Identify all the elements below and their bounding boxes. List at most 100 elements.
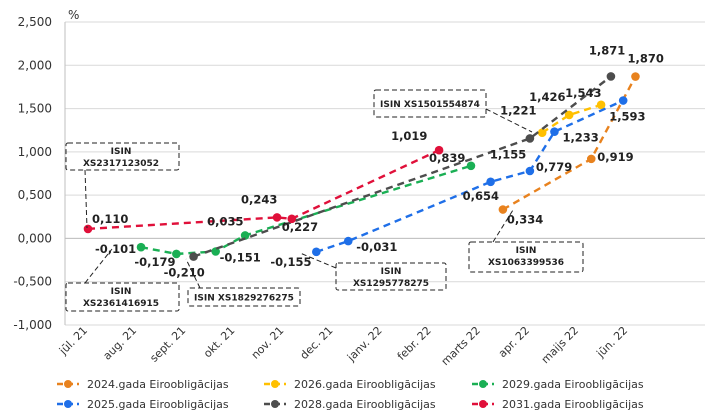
legend-marker (271, 380, 279, 388)
data-point (172, 249, 181, 259)
isin-callout-text: ISIN (516, 246, 537, 256)
data-label: -0,031 (356, 240, 397, 254)
y-tick-label: 0,000 (18, 231, 52, 245)
data-label: 1,155 (490, 147, 526, 161)
series-lines (83, 72, 640, 261)
x-tick-label: nov. 21 (249, 324, 287, 362)
data-point (525, 166, 535, 176)
isin-callouts: ISIN XS2317123052 ISIN XS2361416915 ISIN XS1… (65, 89, 584, 312)
data-point (618, 96, 628, 105)
data-point (83, 224, 93, 234)
data-label: 1,593 (609, 110, 645, 124)
series-line (87, 149, 440, 231)
data-point (537, 128, 547, 138)
x-tick-label: aug. 21 (101, 324, 140, 363)
isin-callout-text: ISIN (381, 267, 402, 277)
y-tick-label: 2,500 (18, 15, 52, 29)
legend-label: 2025.gada Eiroobligācijas (87, 398, 229, 410)
data-point (564, 110, 574, 120)
data-label: 0,654 (463, 189, 499, 203)
data-label: 0,243 (241, 192, 277, 206)
data-label: 0,227 (282, 220, 318, 234)
isin-callout-leader (485, 108, 533, 133)
legend-marker (64, 380, 72, 388)
x-tick-label: jūl. 21 (56, 324, 90, 358)
data-label: 1,870 (627, 52, 663, 66)
data-label: -0,151 (220, 251, 261, 265)
isin-callout-leader (299, 252, 337, 269)
legend-marker (479, 400, 487, 408)
data-label: -0,101 (95, 242, 136, 256)
data-label: 1,543 (565, 86, 601, 100)
isin-callout-box (65, 142, 180, 171)
data-label: 1,221 (500, 104, 536, 118)
data-label: 0,035 (207, 214, 243, 228)
isin-callout-leader (84, 169, 88, 229)
data-label: -0,155 (270, 255, 311, 269)
data-label: 0,779 (536, 160, 572, 174)
data-label: -0,210 (164, 266, 205, 280)
isin-callout-text: XS2317123052 (83, 159, 159, 169)
data-label: 1,233 (562, 131, 598, 145)
isin-callout-box (373, 89, 487, 118)
legend: 2024.gada Eiroobligācijas 2026.gada Eiroo… (57, 378, 644, 410)
series-line (315, 99, 624, 253)
data-label: 0,919 (597, 150, 633, 164)
x-tick-label: jūn. 22 (593, 324, 630, 361)
y-tick-label: 1,000 (18, 145, 52, 159)
data-point (525, 134, 535, 143)
data-point (272, 213, 282, 222)
data-point (312, 247, 321, 257)
legend-label: 2026.gada Eiroobligācijas (294, 378, 436, 391)
isin-callout-text: XS2361416915 (83, 299, 159, 309)
y-tick-label: -1,000 (13, 318, 52, 332)
isin-callout-text: ISIN (111, 147, 132, 157)
y-tick-label: 0,500 (18, 188, 52, 202)
legend-marker (479, 380, 487, 388)
data-point (466, 161, 476, 171)
data-point (498, 205, 508, 214)
data-point (606, 72, 616, 81)
legend-marker (271, 400, 279, 408)
data-point (287, 214, 297, 224)
data-point (343, 236, 353, 246)
isin-callout-leader (84, 248, 113, 284)
isin-callout-box (468, 241, 584, 273)
legend-label: 2028.gada Eiroobligācijas (294, 398, 436, 410)
data-point (586, 154, 596, 164)
x-tick-label: dec. 21 (298, 324, 336, 362)
x-tick-label: sept. 21 (147, 324, 188, 365)
data-label: -0,179 (134, 255, 175, 269)
isin-callout-leader (492, 209, 514, 243)
data-point (136, 242, 146, 252)
isin-callout-text: ISIN XS1829276275 (194, 294, 294, 304)
y-tick-label: -0,500 (13, 275, 52, 289)
isin-callout-text: ISIN XS1501554874 (380, 100, 480, 110)
isin-callout-box (65, 282, 180, 312)
x-tick-label: maijs 22 (539, 324, 581, 366)
x-tick-label: okt. 21 (201, 324, 237, 360)
data-label: 0,110 (92, 212, 128, 226)
unit-label: % (68, 8, 79, 22)
data-point (596, 100, 606, 110)
data-label: 1,019 (391, 129, 427, 143)
x-tick-label: apr. 22 (496, 324, 532, 360)
data-point (240, 231, 250, 240)
y-tick-label: 1,500 (18, 102, 52, 116)
data-point (631, 72, 640, 81)
isin-callout-leader (185, 258, 201, 289)
isin-callout-text: ISIN (111, 287, 132, 297)
data-point (434, 145, 444, 155)
data-point (550, 127, 559, 136)
isin-callout-box (335, 262, 447, 291)
data-point (189, 252, 198, 261)
legend-label: 2029.gada Eiroobligācijas (502, 378, 644, 391)
x-tick-label: marts 22 (439, 324, 483, 368)
y-tick-label: 2,000 (18, 58, 52, 72)
x-tick-label: janv. 22 (344, 324, 385, 365)
legend-label: 2024.gada Eiroobligācijas (87, 378, 229, 391)
isin-callout-text: XS1063399536 (488, 258, 564, 268)
data-point (486, 177, 495, 187)
